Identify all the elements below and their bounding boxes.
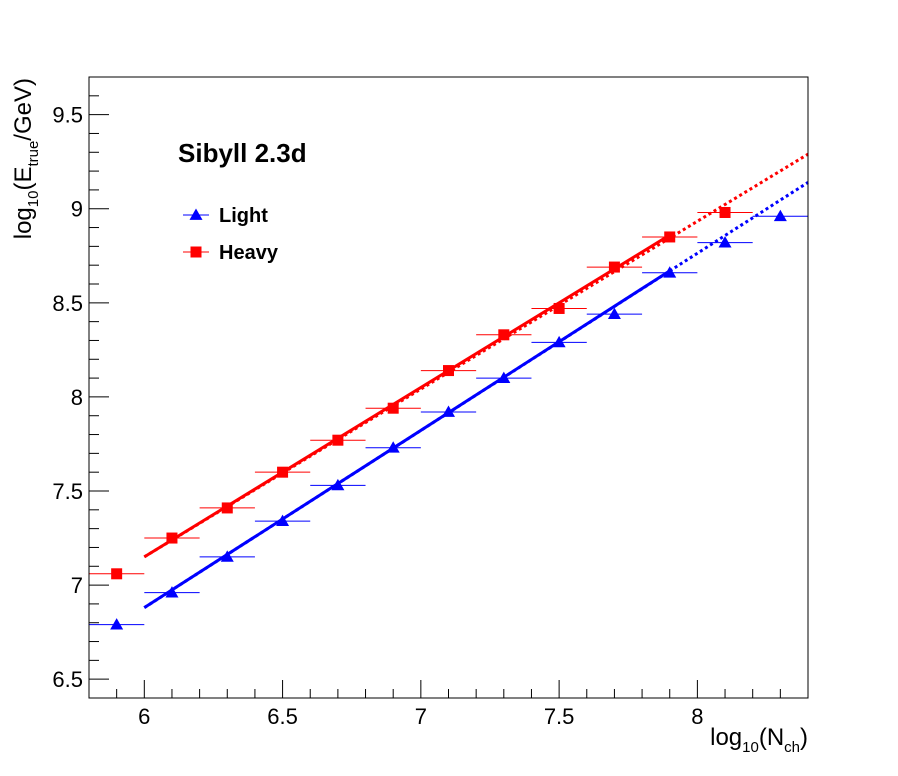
light-marker [110, 618, 124, 630]
light-data-point [476, 371, 532, 383]
light-data-point [752, 209, 808, 222]
data-points [89, 206, 808, 630]
light-data-point [199, 550, 255, 562]
light-marker [718, 236, 732, 248]
x-tick-label: 6.5 [267, 704, 298, 729]
heavy-marker [111, 568, 123, 580]
heavy-marker [498, 329, 510, 341]
legend-item-heavy: Heavy [183, 242, 279, 264]
heavy-marker [166, 532, 178, 544]
light-marker [773, 209, 787, 222]
light-data-point [310, 478, 366, 491]
x-tick-label: 7 [415, 704, 427, 729]
y-tick-label: 9.5 [52, 103, 83, 128]
chart-title: Sibyll 2.3d [178, 138, 307, 168]
heavy-data-point [144, 532, 200, 544]
legend-label-heavy: Heavy [219, 242, 279, 264]
y-tick-label: 7.5 [52, 479, 83, 504]
light-data-point [586, 307, 643, 319]
legend-marker-heavy [190, 246, 202, 258]
light-marker [220, 550, 234, 562]
light-marker [331, 478, 345, 491]
legend-label-light: Light [219, 205, 268, 227]
heavy-data-point [199, 502, 255, 514]
light-data-point [365, 441, 421, 453]
heavy-marker [664, 231, 676, 243]
legend-marker-light [189, 208, 203, 220]
heavy-data-point [89, 568, 145, 580]
heavy-data-point [586, 261, 643, 273]
light-marker [497, 371, 511, 383]
light-data-point [420, 405, 477, 417]
light-marker [552, 335, 566, 348]
heavy-data-point [420, 365, 477, 377]
heavy-marker [221, 502, 233, 514]
light-fit-dotted [143, 181, 809, 609]
light-marker [165, 586, 179, 598]
light-marker [663, 266, 677, 278]
y-tick-label: 8.5 [52, 291, 83, 316]
y-tick-label: 7 [71, 573, 83, 598]
y-tick-label: 6.5 [52, 667, 83, 692]
light-data-point [144, 586, 200, 598]
legend: Light Heavy [183, 205, 279, 264]
legend-item-light: Light [183, 205, 268, 227]
light-data-point [642, 266, 698, 278]
heavy-data-point [531, 302, 587, 314]
light-data-point [254, 514, 311, 526]
axes: 6 6.5 7 7.5 8 6.5 7 7.5 8 8.5 9 9.5 [52, 76, 809, 729]
heavy-marker [719, 206, 731, 218]
heavy-marker [553, 302, 565, 314]
light-data-point [89, 618, 145, 630]
plot-frame [88, 76, 809, 699]
y-tick-label: 8 [71, 385, 83, 410]
heavy-data-point [476, 329, 532, 341]
heavy-data-point [365, 402, 421, 414]
x-tick-label: 8 [691, 704, 703, 729]
light-marker [607, 307, 621, 319]
light-data-point [697, 236, 753, 248]
x-tick-label: 6 [138, 704, 150, 729]
heavy-data-point [642, 231, 698, 243]
heavy-marker [332, 434, 344, 446]
heavy-data-point [310, 434, 366, 446]
heavy-marker [277, 466, 289, 478]
x-axis-title: log10(Nch) [710, 724, 808, 756]
heavy-marker [443, 365, 454, 377]
light-data-point [531, 335, 587, 348]
y-axis-title: log10(Etrue/GeV) [10, 78, 42, 239]
x-tick-label: 7.5 [544, 704, 575, 729]
light-marker [442, 405, 455, 417]
light-marker [276, 514, 290, 526]
heavy-data-point [697, 206, 753, 218]
light-fit-solid [143, 269, 671, 609]
light-marker [386, 441, 400, 453]
heavy-marker [608, 261, 620, 273]
heavy-data-point [254, 466, 311, 478]
heavy-marker [387, 402, 399, 414]
y-tick-label: 9 [71, 197, 83, 222]
